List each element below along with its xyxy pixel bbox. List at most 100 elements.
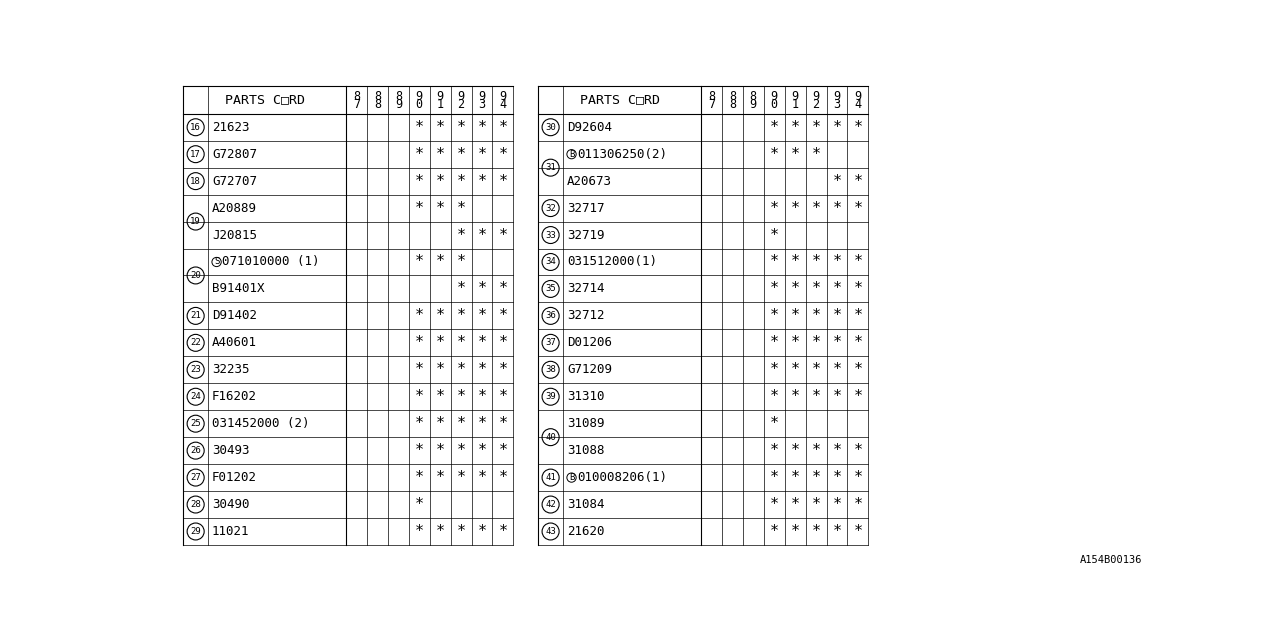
- Text: *: *: [854, 524, 863, 539]
- Text: *: *: [415, 120, 424, 135]
- Text: 18: 18: [191, 177, 201, 186]
- Text: *: *: [812, 335, 820, 350]
- Text: *: *: [498, 416, 507, 431]
- Text: *: *: [415, 173, 424, 189]
- Text: 22: 22: [191, 339, 201, 348]
- Text: F16202: F16202: [212, 390, 257, 403]
- Text: *: *: [477, 443, 486, 458]
- Text: 1: 1: [436, 98, 444, 111]
- Text: *: *: [498, 173, 507, 189]
- Text: *: *: [769, 255, 778, 269]
- Text: *: *: [832, 255, 841, 269]
- Text: *: *: [832, 120, 841, 135]
- Text: 32719: 32719: [567, 228, 604, 241]
- Text: A20673: A20673: [567, 175, 612, 188]
- Text: *: *: [477, 228, 486, 243]
- Text: 34: 34: [545, 257, 556, 266]
- Text: 20: 20: [191, 271, 201, 280]
- Text: 2: 2: [813, 98, 819, 111]
- Text: *: *: [435, 200, 444, 216]
- Text: D91402: D91402: [212, 309, 257, 323]
- Text: *: *: [435, 524, 444, 539]
- Text: *: *: [498, 120, 507, 135]
- Text: 43: 43: [545, 527, 556, 536]
- Text: 29: 29: [191, 527, 201, 536]
- Text: 30: 30: [545, 123, 556, 132]
- Text: *: *: [415, 255, 424, 269]
- Text: 11021: 11021: [212, 525, 250, 538]
- Text: 9: 9: [416, 90, 422, 102]
- Text: *: *: [477, 524, 486, 539]
- Text: *: *: [854, 282, 863, 296]
- Text: 32: 32: [545, 204, 556, 212]
- Text: 9: 9: [854, 90, 861, 102]
- Text: 40: 40: [545, 433, 556, 442]
- Text: *: *: [477, 147, 486, 162]
- Text: *: *: [415, 335, 424, 350]
- Text: *: *: [812, 120, 820, 135]
- Text: G71209: G71209: [567, 364, 612, 376]
- Text: *: *: [457, 200, 466, 216]
- Text: *: *: [415, 389, 424, 404]
- Text: *: *: [812, 282, 820, 296]
- Text: *: *: [769, 389, 778, 404]
- Text: J20815: J20815: [212, 228, 257, 241]
- Text: *: *: [415, 362, 424, 378]
- Text: 27: 27: [191, 473, 201, 482]
- Text: 071010000 (1): 071010000 (1): [221, 255, 320, 269]
- Text: *: *: [832, 200, 841, 216]
- Text: *: *: [832, 173, 841, 189]
- Text: *: *: [477, 335, 486, 350]
- Text: *: *: [415, 416, 424, 431]
- Text: *: *: [791, 147, 800, 162]
- Text: 8: 8: [750, 90, 756, 102]
- Text: 9: 9: [479, 90, 485, 102]
- Text: 9: 9: [750, 98, 756, 111]
- Text: *: *: [457, 470, 466, 485]
- Text: 21620: 21620: [567, 525, 604, 538]
- Text: 9: 9: [499, 90, 507, 102]
- Text: *: *: [832, 443, 841, 458]
- Text: *: *: [812, 389, 820, 404]
- Text: *: *: [498, 282, 507, 296]
- Text: 9: 9: [813, 90, 819, 102]
- Text: *: *: [791, 282, 800, 296]
- Text: *: *: [769, 470, 778, 485]
- Text: *: *: [415, 147, 424, 162]
- Text: *: *: [791, 308, 800, 323]
- Text: A20889: A20889: [212, 202, 257, 214]
- Text: 19: 19: [191, 217, 201, 226]
- Text: *: *: [812, 200, 820, 216]
- Text: 25: 25: [191, 419, 201, 428]
- Text: *: *: [498, 362, 507, 378]
- Text: *: *: [457, 335, 466, 350]
- Text: *: *: [477, 470, 486, 485]
- Text: *: *: [498, 470, 507, 485]
- Text: *: *: [498, 443, 507, 458]
- Text: *: *: [812, 255, 820, 269]
- Text: 24: 24: [191, 392, 201, 401]
- Text: 3: 3: [479, 98, 485, 111]
- Text: 17: 17: [191, 150, 201, 159]
- Text: *: *: [477, 362, 486, 378]
- Text: *: *: [415, 308, 424, 323]
- Text: *: *: [498, 147, 507, 162]
- Text: 30493: 30493: [212, 444, 250, 457]
- Text: *: *: [832, 470, 841, 485]
- Text: 31310: 31310: [567, 390, 604, 403]
- Text: 26: 26: [191, 446, 201, 455]
- Text: 7: 7: [353, 98, 360, 111]
- Text: *: *: [498, 308, 507, 323]
- Text: 32235: 32235: [212, 364, 250, 376]
- Text: *: *: [812, 497, 820, 512]
- Text: 0: 0: [416, 98, 422, 111]
- Text: 30490: 30490: [212, 498, 250, 511]
- Text: *: *: [477, 173, 486, 189]
- Text: *: *: [415, 497, 424, 512]
- Text: 3: 3: [833, 98, 841, 111]
- Text: 41: 41: [545, 473, 556, 482]
- Text: B91401X: B91401X: [212, 282, 265, 296]
- Text: *: *: [457, 524, 466, 539]
- Text: 9: 9: [457, 90, 465, 102]
- Text: *: *: [457, 282, 466, 296]
